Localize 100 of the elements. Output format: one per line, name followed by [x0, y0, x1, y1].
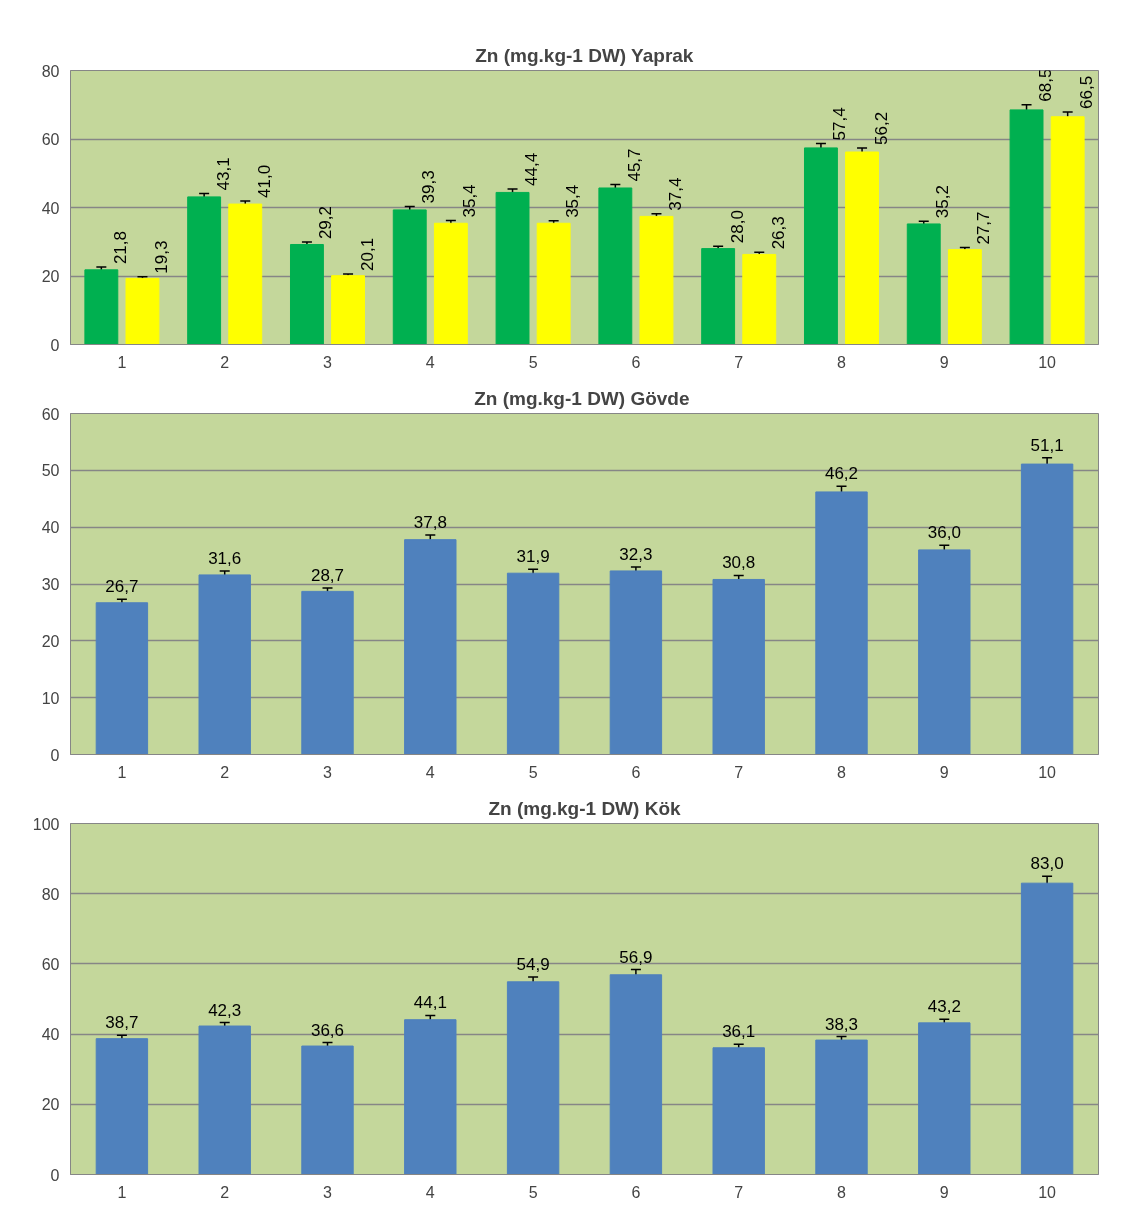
- bar: [845, 151, 880, 345]
- x-tick-label: 7: [734, 353, 744, 371]
- x-tick-label: 4: [425, 353, 435, 371]
- bar: [536, 222, 571, 345]
- x-tick-label: 7: [734, 1183, 744, 1201]
- x-tick-label: 2: [220, 353, 230, 371]
- x-tick-label: 5: [528, 763, 538, 781]
- y-tick-label: 10: [41, 689, 60, 707]
- y-tick-label: 0: [50, 746, 60, 764]
- bar: [95, 1038, 149, 1175]
- bar: [712, 578, 765, 755]
- y-tick-label: 100: [32, 815, 60, 833]
- data-label: 83,0: [1030, 854, 1064, 874]
- x-tick-label: 3: [323, 1183, 333, 1201]
- x-tick-label: 6: [631, 353, 641, 371]
- y-tick-label: 80: [41, 62, 60, 80]
- data-label: 36,0: [927, 523, 961, 543]
- data-label: 31,6: [208, 548, 242, 568]
- data-label: 39,3: [419, 170, 439, 204]
- bar: [947, 249, 982, 345]
- bar: [84, 269, 119, 345]
- x-tick-label: 10: [1038, 763, 1057, 781]
- y-tick-label: 40: [41, 519, 60, 537]
- data-label: 35,2: [933, 185, 953, 219]
- data-label: 44,1: [413, 993, 447, 1013]
- data-label: 26,3: [768, 216, 788, 250]
- data-label: 30,8: [722, 553, 756, 573]
- x-tick-label: 6: [631, 1183, 641, 1201]
- x-tick-label: 5: [528, 353, 538, 371]
- x-tick-label: 10: [1038, 353, 1057, 371]
- bar: [506, 572, 560, 755]
- data-label: 38,7: [105, 1013, 139, 1033]
- data-label: 43,2: [927, 997, 961, 1017]
- data-label: 35,4: [563, 184, 583, 218]
- y-tick-label: 20: [41, 1096, 60, 1114]
- bar: [289, 243, 324, 345]
- y-tick-label: 20: [41, 632, 60, 650]
- bar: [198, 574, 251, 755]
- data-label: 42,3: [208, 1000, 242, 1020]
- bar: [392, 209, 427, 345]
- data-label: 28,7: [310, 565, 345, 585]
- x-tick-label: 10: [1038, 1183, 1057, 1201]
- bar: [331, 275, 366, 345]
- x-tick-label: 5: [528, 1183, 538, 1201]
- x-tick-label: 9: [939, 353, 949, 371]
- bar: [609, 974, 663, 1175]
- data-label: 32,3: [619, 544, 653, 564]
- x-tick-label: 6: [631, 763, 641, 781]
- x-tick-label: 2: [220, 1183, 230, 1201]
- bar: [1050, 116, 1085, 345]
- x-tick-label: 8: [837, 763, 847, 781]
- bar: [598, 187, 633, 345]
- bar: [803, 147, 838, 345]
- data-label: 19,3: [151, 240, 171, 274]
- x-tick-label: 4: [425, 1183, 435, 1201]
- bar: [404, 1019, 457, 1175]
- x-tick-label: 8: [837, 353, 847, 371]
- y-tick-label: 60: [41, 131, 60, 148]
- bar: [918, 549, 971, 755]
- data-label: 21,8: [110, 231, 130, 265]
- y-tick-label: 80: [41, 885, 60, 903]
- data-label: 45,7: [624, 148, 644, 182]
- data-label: 36,6: [310, 1020, 345, 1040]
- y-tick-label: 50: [41, 462, 60, 480]
- bar: [301, 590, 354, 755]
- bar: [1020, 882, 1074, 1175]
- y-tick-label: 40: [41, 1026, 60, 1044]
- bar: [712, 1047, 765, 1175]
- data-label: 35,4: [460, 184, 480, 218]
- x-tick-label: 4: [425, 763, 435, 781]
- bar: [95, 602, 149, 755]
- bar: [228, 203, 263, 345]
- data-label: 37,4: [665, 177, 685, 211]
- bar: [125, 277, 160, 345]
- x-tick-label: 7: [734, 763, 744, 781]
- data-label: 26,7: [105, 577, 139, 597]
- data-label: 38,3: [824, 1014, 859, 1034]
- data-label: 56,9: [619, 947, 653, 967]
- y-tick-label: 0: [50, 336, 60, 354]
- data-label: 36,1: [722, 1022, 756, 1042]
- data-label: 54,9: [516, 954, 550, 974]
- data-label: 29,2: [316, 206, 336, 240]
- data-label: 51,1: [1030, 435, 1064, 455]
- data-label: 46,2: [824, 464, 859, 484]
- x-tick-label: 1: [117, 353, 127, 371]
- data-label: 27,7: [974, 211, 994, 245]
- x-tick-label: 1: [117, 1183, 127, 1201]
- data-label: 43,1: [213, 157, 233, 191]
- data-label: 37,8: [413, 513, 447, 533]
- bar: [198, 1025, 251, 1175]
- bar: [701, 248, 736, 345]
- bar: [433, 222, 468, 345]
- y-tick-label: 60: [41, 955, 60, 973]
- data-label: 44,4: [522, 152, 542, 187]
- data-label: 31,9: [516, 547, 550, 567]
- data-label: 56,2: [871, 111, 891, 145]
- x-tick-label: 9: [939, 1183, 949, 1201]
- bar: [609, 570, 663, 755]
- x-tick-label: 8: [837, 1183, 847, 1201]
- bar: [815, 491, 868, 755]
